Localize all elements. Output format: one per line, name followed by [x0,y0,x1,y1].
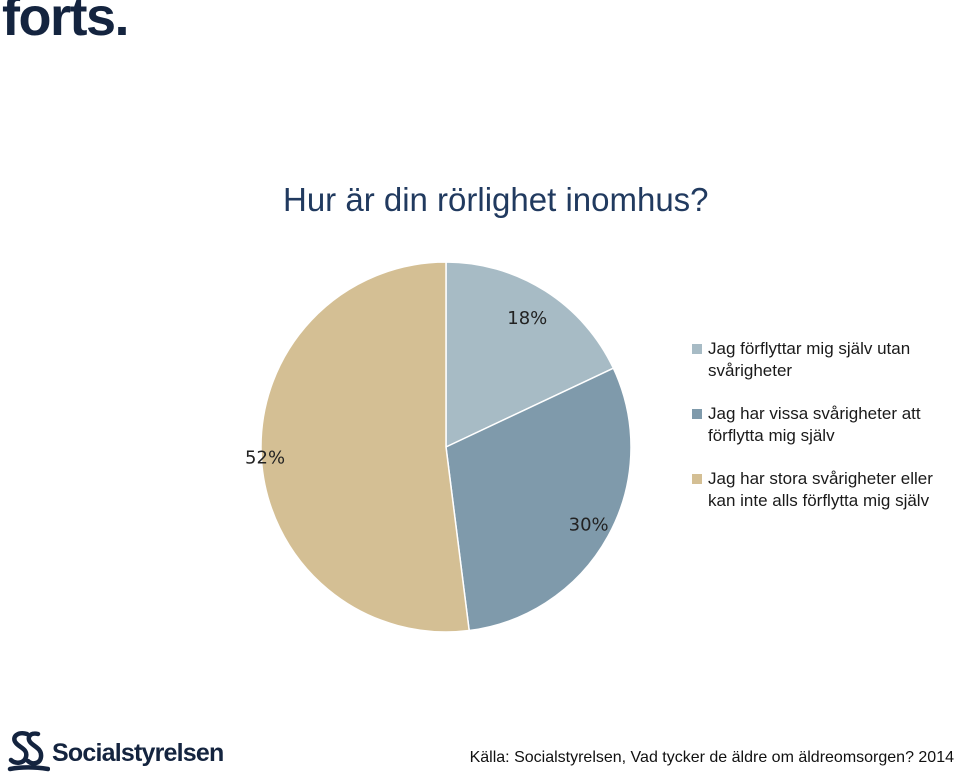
legend-item-1: Jag förflyttar mig själv utan svårighete… [692,338,952,382]
legend-item-2: Jag har vissa svårigheter att förflytta … [692,403,952,447]
legend-label-1: Jag förflyttar mig själv utan svårighete… [708,339,911,380]
pie-slice-2 [445,367,632,632]
legend-label-2: Jag har vissa svårigheter att förflytta … [708,404,921,445]
pie-slice-1 [445,261,615,449]
source-note: Källa: Socialstyrelsen, Vad tycker de äl… [469,749,954,766]
legend-swatch-1 [692,344,702,354]
pie-label-3: 52% [245,447,285,468]
pie-slices [260,261,632,633]
chart-legend: Jag förflyttar mig själv utan svårighete… [692,338,952,533]
logo-emblem-icon [7,731,50,772]
legend-swatch-2 [692,409,702,419]
pie-label-1: 18% [507,308,547,329]
legend-item-3: Jag har stora svårigheter eller kan inte… [692,468,952,512]
legend-swatch-3 [692,474,702,484]
pie-label-2: 30% [569,514,609,535]
chart-title: Hur är din rörlighet inomhus? [283,181,709,218]
logo-text: Socialstyrelsen [52,739,224,767]
pie-labels: 18% 30% 52% [245,308,609,536]
pie-slice-3 [260,261,471,633]
slide-header: forts. [2,0,130,47]
legend-label-3: Jag har stora svårigheter eller kan inte… [708,469,933,510]
